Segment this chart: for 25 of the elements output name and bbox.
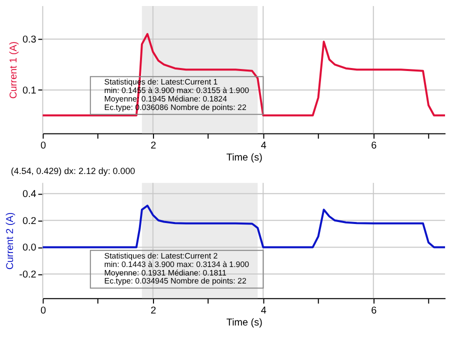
- y-axis-title: Current 2 (A): [5, 212, 16, 270]
- x-axis-title: Time (s): [226, 152, 262, 164]
- y-tick-label: 0.2: [22, 216, 37, 227]
- annotation: Moyenne: 0.1931 Médiane: 0.1811: [104, 268, 227, 278]
- line-series: [42, 204, 446, 248]
- y-tick-label: -0.2: [19, 269, 37, 280]
- x-tick-label: 6: [371, 140, 378, 152]
- annotation: Ec.type: 0.034945 Nombre de points: 22: [104, 276, 247, 286]
- y-tick-label: 0.0: [22, 242, 37, 254]
- y-tick-label: 0.4: [22, 189, 37, 200]
- x-tick-label: 4: [260, 306, 267, 317]
- y-axis-title: Current 1 (A): [8, 41, 20, 99]
- x-tick-label: 0: [40, 140, 46, 152]
- y-tick-label: 0.1: [22, 85, 37, 96]
- text: (4.54, 0.429) dx: 2.12 dy: 0.000: [10, 166, 136, 176]
- x-tick-label: 2: [150, 140, 157, 152]
- x-tick-label: 0: [40, 306, 46, 317]
- x-tick-label: 4: [260, 140, 267, 152]
- annotation: Statistiques de: Latest:Current 2: [104, 251, 218, 260]
- x-axis-title: Time (s): [226, 317, 262, 328]
- x-tick-label: 6: [371, 306, 378, 317]
- annotation: min: 0.1443 à 3.900 max: 0.3134 à 1.900: [104, 260, 250, 269]
- x-tick-label: 2: [150, 306, 157, 317]
- line-series: [42, 33, 446, 116]
- y-tick-label: 0.3: [22, 34, 37, 46]
